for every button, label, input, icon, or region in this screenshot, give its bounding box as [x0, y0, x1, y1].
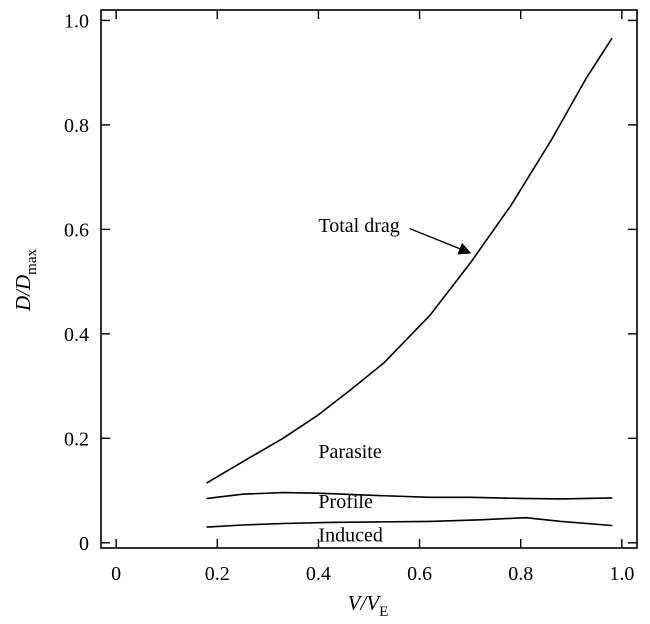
plot-frame: [100, 9, 638, 549]
x-tick-label: 1.0: [609, 563, 634, 585]
x-axis-label-sub: E: [379, 604, 388, 620]
annotation-label: Parasite: [318, 441, 381, 463]
x-tick-label: 0.6: [407, 563, 432, 585]
axis-ticks: [101, 10, 637, 548]
y-axis-label-sub: max: [24, 249, 40, 275]
series-line-1: [206, 491, 613, 500]
annotation-arrow: [409, 227, 472, 255]
axis-tick-labels: 0 0.2 0.4 0.6 0.8 1.0 0 0.2 0.4 0.6 0.8 1.0: [64, 10, 634, 585]
series-line-0: [206, 37, 613, 484]
y-tick-label: 0.6: [64, 219, 89, 241]
y-tick-label: 0.4: [64, 324, 89, 346]
y-tick-label: 1.0: [64, 10, 89, 32]
x-tick-label: 0.2: [205, 563, 230, 585]
y-axis-label: D/Dmax: [11, 249, 40, 312]
x-axis-label-main: V/V: [348, 591, 382, 615]
chart-curves: [206, 37, 613, 528]
x-axis-label: V/VE: [348, 591, 389, 620]
x-tick-label: 0.8: [508, 563, 533, 585]
annotation-label: Profile: [318, 491, 373, 513]
series-line-2: [206, 516, 613, 528]
x-tick-label: 0: [111, 563, 121, 585]
y-tick-label: 0.8: [64, 115, 89, 137]
annotation-label: Induced: [318, 525, 382, 547]
y-tick-label: 0.2: [64, 428, 89, 450]
x-tick-label: 0.4: [306, 563, 331, 585]
annotation-label: Total drag: [318, 215, 399, 237]
y-tick-label: 0: [79, 533, 89, 555]
y-axis-label-main: D/D: [11, 275, 35, 312]
chart-annotations: Total drag Parasite Profile Induced: [318, 215, 472, 547]
